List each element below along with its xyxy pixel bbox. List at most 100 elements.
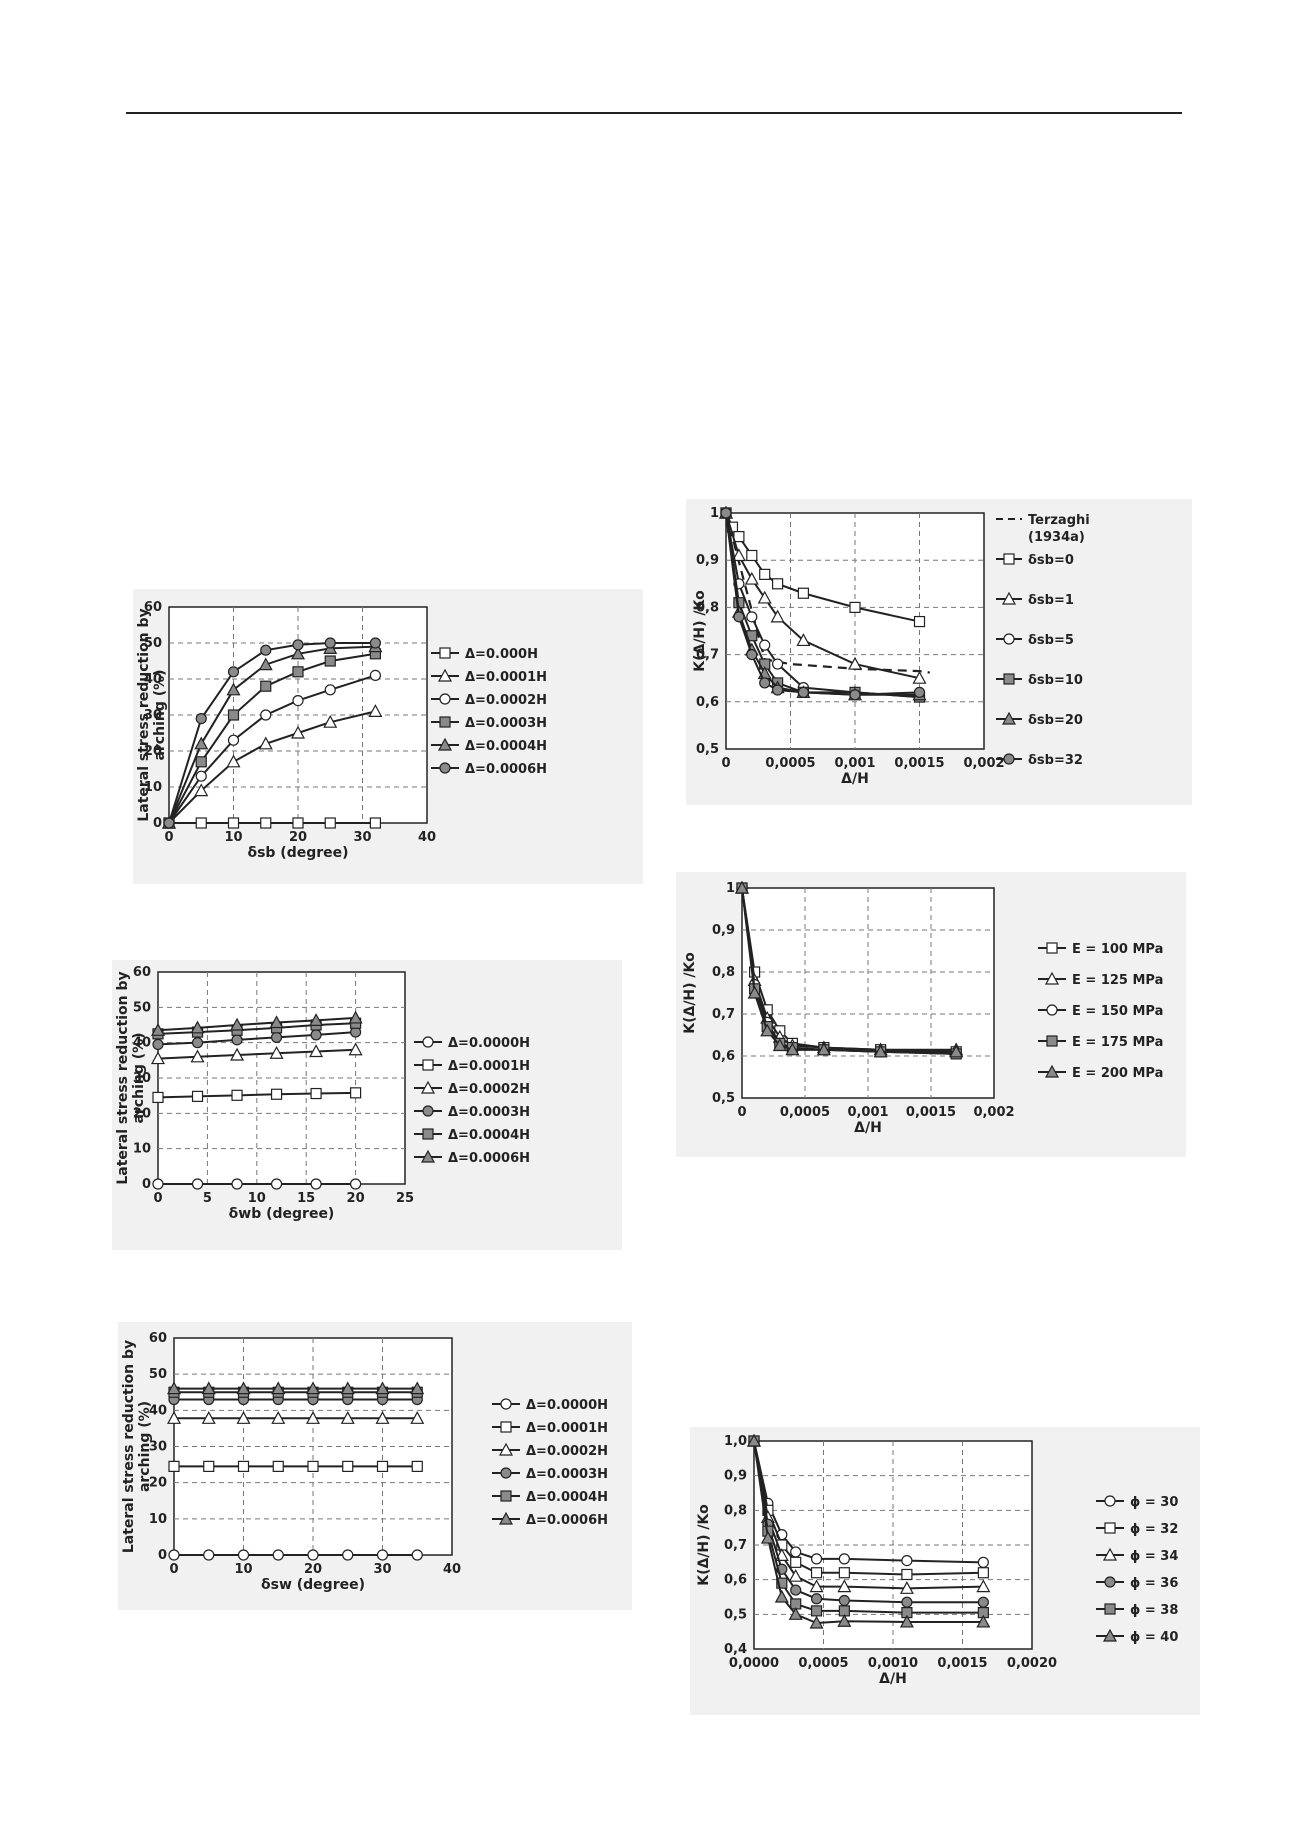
legend-label: Δ=0.0004H [448, 1128, 530, 1143]
x-tick-label: 25 [396, 1191, 414, 1206]
data-point [899, 1614, 914, 1628]
data-point [1102, 1547, 1118, 1561]
data-point [226, 754, 241, 768]
data-point [152, 1091, 164, 1104]
data-point [309, 1044, 324, 1058]
data-point [1046, 1004, 1058, 1016]
legend-label: Δ=0.0006H [526, 1513, 608, 1528]
x-tick-label: 20 [347, 1191, 365, 1206]
x-tick-label: 0,0005 [798, 1656, 848, 1671]
data-point [190, 1049, 205, 1063]
legend-label: Δ=0.0003H [448, 1105, 530, 1120]
legend-entry: ϕ = 38 [1096, 1603, 1178, 1618]
data-point [899, 1581, 914, 1594]
x-tick-label: 0,0000 [729, 1656, 779, 1671]
data-point [272, 1460, 284, 1472]
data-point [305, 1381, 321, 1395]
data-point [195, 817, 207, 829]
chart-panel: 0 0,0005 0,001 0,0015 0,002 0,5 0,6 0,7 0,8 0,9 1 Δ… [686, 499, 1192, 805]
legend-label: δsb=0 [1028, 553, 1074, 568]
data-point [746, 1433, 762, 1447]
legend-label: Δ=0.0002H [448, 1082, 530, 1097]
data-point [810, 1553, 823, 1565]
data-point [227, 734, 240, 746]
data-point [809, 1615, 824, 1629]
data-point [226, 682, 241, 696]
data-point [410, 1381, 425, 1395]
y-tick-label: 30 [144, 708, 162, 723]
data-point [439, 647, 451, 659]
data-point [236, 1381, 251, 1395]
data-point [733, 530, 745, 543]
data-point [324, 684, 336, 696]
y-tick-label: 0,8 [712, 965, 735, 980]
chart-panel: 0,0000 0,0005 0,0010 0,0015 0,0020 0,4 0,5 0,6 0… [690, 1427, 1200, 1715]
series [168, 1460, 423, 1472]
legend-entry: Δ=0.0006H [414, 1149, 530, 1166]
data-point [772, 1038, 787, 1052]
legend-entry: Δ=0.0001H [414, 1059, 530, 1074]
legend-label: ϕ = 34 [1130, 1549, 1178, 1564]
data-point [770, 609, 785, 623]
y-tick-label: 20 [144, 744, 162, 759]
data-point [734, 880, 750, 894]
data-point [230, 1017, 245, 1031]
data-point [269, 1015, 284, 1029]
y-tick-label: 1,0 [724, 1434, 747, 1449]
data-point [323, 714, 338, 728]
legend-entry: Δ=0.0004H [492, 1490, 608, 1505]
data-point [166, 1381, 182, 1395]
legend-entry: δsb=10 [996, 673, 1083, 688]
x-tick-label: 0,002 [963, 756, 1004, 771]
legend-entry: E = 125 MPa [1038, 971, 1163, 988]
y-tick-label: 40 [133, 1036, 151, 1051]
chart-panel: 0 0,0005 0,001 0,0015 0,002 0,5 0,6 0,7 0,8 0,9 1 Δ… [676, 872, 1186, 1157]
data-point [744, 571, 759, 585]
y-tick-label: 0,8 [724, 1503, 747, 1518]
x-axis-label: Δ/H [841, 771, 869, 787]
data-point [422, 1105, 434, 1117]
data-point [837, 1579, 852, 1593]
y-tick-label: 30 [149, 1440, 167, 1455]
data-point [1104, 1576, 1116, 1588]
legend-entry: Δ=0.0002H [414, 1080, 530, 1097]
series [150, 1010, 363, 1036]
legend-label: Δ=0.0001H [526, 1421, 608, 1436]
chart-svg: 0,0000 0,0005 0,0010 0,0015 0,0020 0,4 0,5 0,6 0… [696, 1433, 1178, 1687]
data-point [847, 656, 863, 670]
legend-label: ϕ = 40 [1130, 1630, 1178, 1645]
data-point [258, 736, 273, 750]
data-point [375, 1381, 390, 1395]
data-point [771, 578, 784, 590]
legend-label: Δ=0.0002H [465, 693, 547, 708]
y-axis-label: K(Δ/H) /Ko [692, 590, 708, 672]
data-point [310, 1029, 322, 1041]
x-tick-label: 0,001 [847, 1105, 888, 1120]
y-tick-label: 0,6 [712, 1049, 735, 1064]
y-tick-label: 50 [144, 636, 162, 651]
data-point [152, 1038, 164, 1051]
data-point [307, 1460, 319, 1472]
legend-label: Δ=0.0004H [465, 739, 547, 754]
data-point [195, 770, 207, 782]
data-point [913, 615, 926, 628]
data-point [809, 1579, 824, 1593]
data-point [849, 689, 861, 701]
data-point [369, 637, 381, 649]
legend-entry: δsb=0 [996, 553, 1074, 568]
legend-entry: Δ=0.0003H [431, 716, 547, 731]
data-point [790, 1584, 802, 1596]
legend-label: Δ=0.0006H [465, 762, 547, 777]
legend-entry: ϕ = 36 [1096, 1576, 1178, 1591]
y-tick-label: 0 [142, 1177, 151, 1192]
x-tick-label: 20 [289, 830, 307, 845]
data-point [838, 1567, 850, 1579]
series-line [157, 1091, 356, 1099]
x-tick-label: 0,0015 [906, 1105, 956, 1120]
data-point [816, 1042, 831, 1056]
x-tick-label: 30 [373, 1562, 391, 1577]
data-point [375, 1411, 390, 1424]
data-point [324, 637, 336, 649]
data-point [350, 1178, 362, 1190]
legend-label: Δ=0.0004H [526, 1490, 608, 1505]
